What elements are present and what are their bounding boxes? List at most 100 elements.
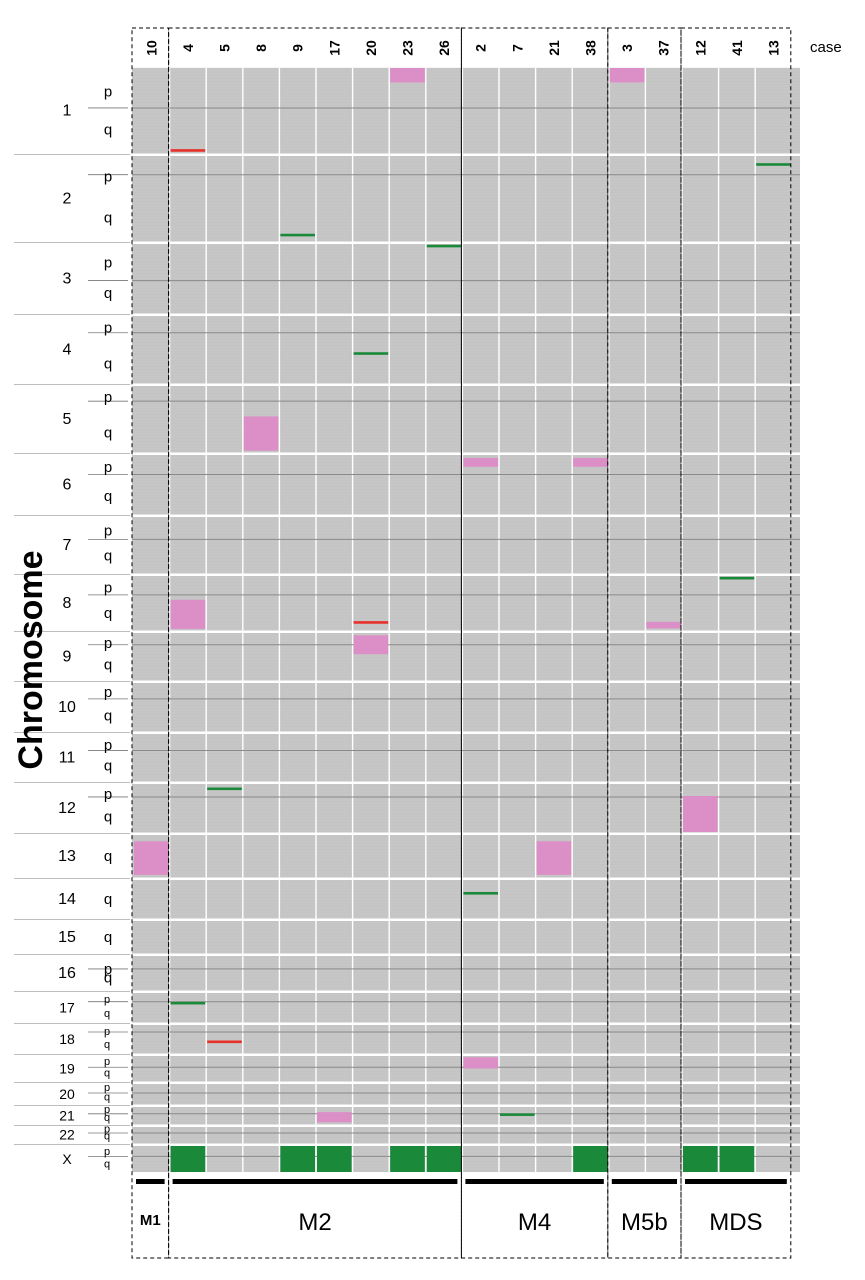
chromosome-label: 1 [63, 103, 72, 120]
chromosome-label: 10 [58, 699, 76, 716]
event-loss-segment [390, 1146, 425, 1172]
chart-labels: Chromosome case 1pq2pq3pq4pq5pq6pq7pq8pq… [12, 39, 842, 1236]
chromosome-label: 8 [63, 595, 72, 612]
arm-label-p: p [104, 684, 112, 701]
copy-number-events [134, 68, 791, 1172]
group-bar [611, 1179, 677, 1184]
arm-label-p: p [104, 523, 112, 540]
arm-label-q: q [104, 285, 112, 302]
event-loss-segment [170, 1146, 206, 1172]
chromosome-separator [14, 153, 800, 156]
chromosome-label: 20 [59, 1086, 75, 1102]
chromosome-label: 9 [63, 649, 72, 666]
y-axis-title: Chromosome [12, 550, 50, 769]
arm-label-p: p [104, 459, 112, 476]
chromosome-separator [14, 1124, 800, 1127]
case-label: 17 [326, 40, 342, 56]
arm-label-p: p [104, 1056, 110, 1068]
case-label: 23 [400, 40, 416, 56]
chart-grid [132, 67, 800, 1172]
chromosome-label: 2 [63, 191, 72, 208]
arm-label-q: q [104, 707, 112, 724]
event-gain-segment [536, 841, 572, 875]
event-loss-line [719, 576, 755, 580]
chromosome-label: 15 [58, 929, 76, 946]
group-label: M5b [621, 1209, 668, 1236]
arm-label-q: q [104, 424, 112, 441]
chromosome-separator [14, 990, 800, 993]
chromosome-separator [14, 877, 800, 880]
arm-label-p: p [104, 961, 112, 978]
chromosome-separator [14, 1081, 800, 1084]
event-loss-line [170, 1001, 206, 1005]
case-label: 38 [583, 40, 599, 56]
event-gain-segment [170, 599, 206, 629]
chromosome-label: X [62, 1151, 72, 1167]
chromosome-label: 11 [59, 750, 76, 767]
chromosome-separator [14, 241, 800, 244]
case-label: 12 [692, 40, 708, 56]
chromosome-label: 12 [58, 800, 76, 817]
event-other-line [353, 621, 389, 624]
event-gain-segment [573, 457, 608, 467]
case-label: 5 [217, 44, 233, 52]
group-bar [685, 1179, 787, 1184]
chromosome-label: 13 [58, 848, 76, 865]
chromosome-separator [14, 781, 800, 784]
case-label: 2 [473, 44, 489, 52]
group-bar [465, 1179, 604, 1184]
chromosome-separator [14, 832, 800, 835]
event-gain-segment [609, 68, 645, 83]
event-gain-segment [463, 1057, 498, 1069]
arm-label-p: p [104, 786, 112, 803]
arm-label-q: q [104, 929, 112, 946]
chromosome-label: 17 [59, 1000, 75, 1016]
event-loss-line [756, 163, 791, 166]
chromosome-separator [14, 918, 800, 921]
event-gain-segment [134, 841, 169, 875]
chromosome-bands [14, 107, 800, 1157]
chromosome-label: 19 [59, 1061, 75, 1077]
arm-label-q: q [104, 891, 112, 908]
group-frame [680, 27, 792, 1259]
chromosome-label: 5 [63, 411, 72, 428]
chromosome-label: 3 [63, 271, 72, 288]
arm-label-p: p [104, 255, 112, 272]
chromosome-separator [14, 452, 800, 455]
chromosome-separator [14, 383, 800, 386]
case-label: 41 [729, 40, 745, 56]
arm-label-q: q [104, 758, 112, 775]
event-loss-segment [317, 1146, 352, 1172]
case-label: 7 [509, 44, 525, 52]
group-frame [607, 27, 682, 1259]
event-gain-segment [683, 796, 718, 832]
arm-label-q: q [104, 605, 112, 622]
group-bar [136, 1179, 165, 1184]
group-label: M4 [518, 1209, 551, 1236]
arm-label-p: p [104, 169, 112, 186]
chromosome-separator [14, 1104, 800, 1107]
arm-label-q: q [104, 121, 112, 138]
arm-label-q: q [104, 488, 112, 505]
event-loss-segment [573, 1146, 608, 1172]
arm-label-q: q [104, 1130, 110, 1142]
case-label: 3 [619, 44, 635, 52]
case-label: 10 [143, 40, 159, 56]
arm-label-p: p [104, 737, 112, 754]
arm-label-q: q [104, 209, 112, 226]
arm-label-q: q [104, 848, 112, 865]
arm-label-p: p [104, 389, 112, 406]
arm-label-q: q [104, 355, 112, 372]
arm-label-p: p [104, 994, 110, 1006]
arm-label-p: p [104, 83, 112, 100]
arm-label-q: q [104, 1091, 110, 1103]
event-gain-segment [243, 416, 279, 451]
case-label: 26 [436, 40, 452, 56]
chromosome-separator [14, 1053, 800, 1056]
group-label: M1 [140, 1212, 161, 1229]
case-label: 20 [363, 40, 379, 56]
arm-label-q: q [104, 657, 112, 674]
chromosome-label: 16 [58, 965, 76, 982]
chromosome-label: 6 [63, 477, 72, 494]
